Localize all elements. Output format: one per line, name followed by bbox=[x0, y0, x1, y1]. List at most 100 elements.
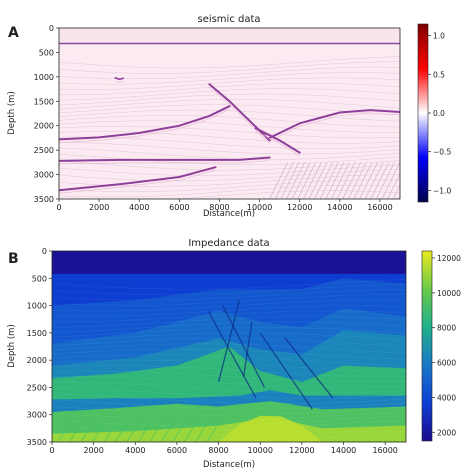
impedance-fault-line bbox=[242, 321, 253, 377]
seismic-texture-line bbox=[59, 154, 400, 166]
axis-a-y-tick-label: 1500 bbox=[34, 97, 54, 106]
x-axis-label-b: Distance(m) bbox=[203, 460, 255, 470]
seismic-dip-line bbox=[291, 162, 311, 199]
axis-b-x-tick-label: 10000 bbox=[248, 446, 273, 455]
impedance-faults bbox=[57, 299, 334, 442]
seismic-reflector bbox=[59, 166, 217, 192]
seismic-texture-line bbox=[59, 185, 400, 198]
impedance-streak bbox=[52, 289, 406, 301]
colorbar-ticks-b: 12000 10000 8000 6000 4000 2000 bbox=[432, 254, 461, 437]
impedance-streak bbox=[52, 359, 406, 372]
axis-a-y-tick-label: 0 bbox=[49, 24, 54, 33]
axis-b-y-tick-label: 1000 bbox=[27, 302, 47, 311]
impedance-streak bbox=[52, 338, 406, 347]
seismic-texture-line bbox=[59, 72, 400, 85]
axis-b-x-tick-label: 6000 bbox=[167, 446, 187, 455]
seismic-dip-line bbox=[314, 162, 333, 199]
seismic-texture-line bbox=[59, 164, 400, 176]
seismic-dip-line bbox=[387, 173, 400, 199]
colorbar-b-tick-label: 6000 bbox=[437, 359, 456, 368]
impedance-dip-line bbox=[92, 417, 108, 442]
seismic-dip-line bbox=[308, 162, 328, 199]
impedance-dip-line bbox=[183, 417, 200, 442]
seismic-dip-line bbox=[347, 162, 367, 199]
seismic-reflector-echo bbox=[115, 80, 124, 83]
impedance-layers bbox=[52, 251, 406, 442]
impedance-dip-line bbox=[195, 417, 211, 442]
impedance-streak bbox=[52, 365, 406, 377]
y-axis-a: 0 500 1000 1500 2000 2500 3000 3500 bbox=[34, 24, 59, 204]
axis-b-x-tick-label: 2000 bbox=[83, 446, 103, 455]
seismic-dip-line bbox=[297, 162, 317, 199]
seismic-water-layer bbox=[59, 28, 400, 43]
impedance-streak bbox=[52, 343, 406, 354]
impedance-streak bbox=[52, 332, 406, 342]
seismic-dip-line bbox=[280, 162, 300, 199]
impedance-dip-line bbox=[149, 417, 165, 442]
axis-b-y-tick-label: 2000 bbox=[27, 356, 47, 365]
seismic-dip-line bbox=[336, 162, 356, 199]
colorbar-a-tick-label: 0.0 bbox=[433, 109, 445, 118]
seismic-dip-line bbox=[325, 162, 345, 199]
colorbar-a-tick-label: −1.0 bbox=[433, 186, 451, 195]
impedance-streak bbox=[52, 370, 406, 383]
seismic-reflector-echo bbox=[59, 160, 270, 165]
seismic-dip-line bbox=[364, 162, 384, 199]
seismic-dip-line bbox=[269, 162, 288, 199]
seismic-dip-line bbox=[342, 162, 361, 199]
impedance-layer bbox=[52, 417, 406, 442]
axis-b-y-tick-label: 3000 bbox=[27, 411, 47, 420]
colorbar-b-tick-label: 2000 bbox=[437, 428, 456, 437]
seismic-background bbox=[59, 28, 400, 199]
seismic-dip-line bbox=[319, 162, 339, 199]
axis-b-y-tick-label: 3500 bbox=[27, 438, 47, 447]
impedance-streak bbox=[52, 279, 406, 290]
axis-b-x-tick-label: 16000 bbox=[372, 446, 397, 455]
seismic-dip-line bbox=[370, 162, 390, 199]
seismic-texture-line bbox=[59, 82, 400, 96]
axis-a-x-tick-label: 10000 bbox=[247, 203, 272, 212]
seismic-reflector-echo bbox=[255, 130, 300, 156]
seismic-texture-line bbox=[59, 179, 400, 192]
seismic-texture-line bbox=[59, 147, 400, 160]
seismic-texture-line bbox=[171, 190, 400, 199]
seismic-reflector-echo bbox=[269, 112, 400, 142]
y-axis-label-b: Depth (m) bbox=[7, 324, 17, 368]
colorbar-a bbox=[417, 23, 429, 203]
axes-frame-b bbox=[51, 250, 407, 443]
axis-a-y-tick-label: 500 bbox=[39, 48, 54, 57]
impedance-fault-line bbox=[284, 337, 334, 399]
seismic-texture-line bbox=[59, 120, 400, 133]
impedance-streak bbox=[52, 399, 406, 410]
seismic-texture-line bbox=[59, 169, 400, 182]
seismic-reflector-echo bbox=[209, 86, 270, 144]
axis-a-y-tick-label: 3000 bbox=[34, 171, 54, 180]
seismic-texture-line bbox=[59, 115, 400, 128]
axis-a-y-tick-label: 3500 bbox=[34, 195, 54, 204]
seismic-image bbox=[59, 28, 400, 199]
seismic-dip-line bbox=[331, 162, 350, 199]
impedance-image bbox=[52, 251, 406, 442]
y-axis-b: 0 500 1000 1500 2000 2500 3000 3500 bbox=[27, 247, 52, 447]
seismic-dip-line bbox=[359, 162, 378, 199]
impedance-fault-line bbox=[222, 305, 265, 388]
impedance-dip-line bbox=[103, 417, 119, 442]
colorbar-b-tick-label: 4000 bbox=[437, 393, 456, 402]
impedance-streak bbox=[52, 305, 406, 317]
impedance-fault-line bbox=[217, 299, 241, 383]
axis-a-x-tick-label: 6000 bbox=[169, 203, 189, 212]
seismic-reflector bbox=[59, 156, 271, 162]
axis-a-y-tick-label: 1000 bbox=[34, 73, 54, 82]
seismic-texture-line bbox=[59, 61, 400, 74]
seismic-reflectors bbox=[59, 77, 400, 194]
impedance-dip-line bbox=[57, 417, 74, 442]
axis-b-y-tick-label: 2500 bbox=[27, 383, 47, 392]
panel-label-a: A bbox=[8, 25, 19, 41]
colorbar-ticks-a: 1.0 0.5 0.0 −0.5 −1.0 bbox=[428, 32, 451, 195]
title-b: Impedance data bbox=[188, 238, 269, 249]
impedance-streak bbox=[52, 354, 406, 366]
impedance-streak bbox=[52, 310, 406, 323]
axis-b-x-tick-label: 14000 bbox=[331, 446, 356, 455]
axis-b-x-tick-label: 8000 bbox=[208, 446, 228, 455]
seismic-texture-line bbox=[59, 56, 400, 69]
